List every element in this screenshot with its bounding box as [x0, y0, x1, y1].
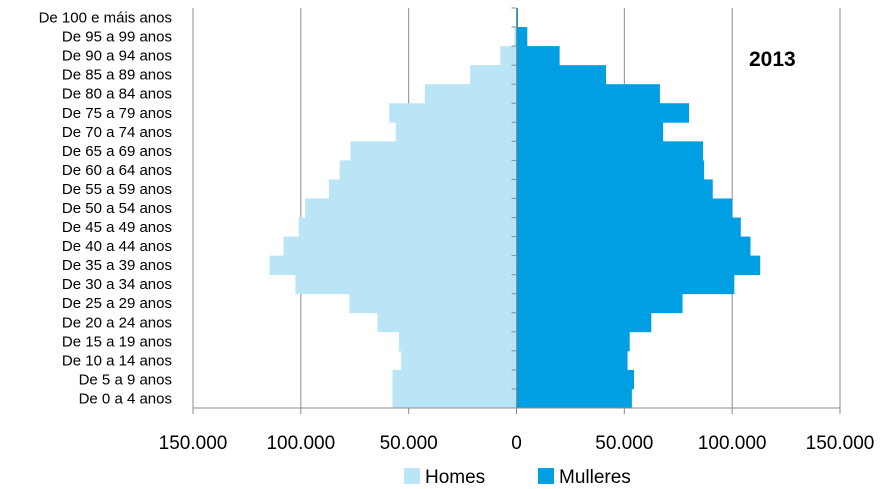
- bar-homes: [377, 312, 517, 333]
- bar-mulleres: [516, 369, 635, 390]
- category-label: De 35 a 39 anos: [62, 257, 172, 274]
- legend-label-mulleres: Mulleres: [559, 467, 631, 488]
- year-annotation: 2013: [749, 48, 796, 71]
- category-label: De 0 a 4 anos: [79, 390, 172, 407]
- bar-mulleres: [516, 312, 652, 333]
- x-tick-label: 100.000: [266, 433, 335, 454]
- bar-mulleres: [516, 103, 690, 123]
- bar-mulleres: [516, 65, 607, 85]
- bar-mulleres: [516, 141, 704, 161]
- category-label: De 65 a 69 anos: [62, 143, 172, 160]
- category-label: De 50 a 54 anos: [62, 200, 172, 217]
- bar-homes: [339, 160, 517, 180]
- bar-mulleres: [516, 255, 761, 276]
- bar-homes: [392, 388, 517, 409]
- x-tick-label: 50.000: [595, 433, 653, 454]
- bar-mulleres: [516, 293, 683, 314]
- bar-mulleres: [516, 84, 660, 104]
- bar-mulleres: [516, 217, 741, 237]
- bar-homes: [514, 27, 517, 47]
- bar-homes: [305, 198, 517, 218]
- bar-mulleres: [516, 8, 519, 28]
- x-tick-label: 50.000: [380, 433, 438, 454]
- category-label: De 80 a 84 anos: [62, 86, 172, 103]
- bar-homes: [392, 369, 517, 390]
- bar-mulleres: [516, 179, 713, 199]
- bar-homes: [398, 331, 517, 352]
- category-label: De 55 a 59 anos: [62, 181, 172, 198]
- category-label: De 40 a 44 anos: [62, 238, 172, 255]
- category-label: De 75 a 79 anos: [62, 105, 172, 122]
- bar-homes: [500, 46, 517, 66]
- bar-homes: [283, 236, 517, 257]
- bar-mulleres: [516, 274, 735, 295]
- bar-homes: [424, 84, 517, 104]
- bar-homes: [269, 255, 517, 276]
- bar-mulleres: [516, 27, 528, 47]
- bar-homes: [401, 350, 517, 371]
- category-label: De 25 a 29 anos: [62, 295, 172, 312]
- bar-mulleres: [516, 388, 632, 409]
- category-label: De 95 a 99 anos: [62, 29, 172, 46]
- bar-homes: [395, 122, 517, 142]
- category-label: De 15 a 19 anos: [62, 333, 172, 350]
- bar-mulleres: [516, 122, 664, 142]
- legend-label-homes: Homes: [425, 467, 485, 488]
- legend-swatch-mulleres: [538, 468, 554, 484]
- bar-mulleres: [516, 198, 733, 218]
- bar-homes: [350, 141, 517, 161]
- category-label: De 10 a 14 anos: [62, 352, 172, 369]
- x-tick-label: 150.000: [159, 433, 228, 454]
- category-label: De 5 a 9 anos: [79, 371, 172, 388]
- legend-swatch-homes: [404, 468, 420, 484]
- category-label: De 60 a 64 anos: [62, 162, 172, 179]
- x-tick-label: 0: [511, 433, 522, 454]
- bar-mulleres: [516, 350, 628, 371]
- category-label: De 85 a 89 anos: [62, 67, 172, 84]
- category-label: De 20 a 24 anos: [62, 314, 172, 331]
- category-label: De 45 a 49 anos: [62, 219, 172, 236]
- category-label: De 30 a 34 anos: [62, 276, 172, 293]
- category-label: De 100 e máis anos: [39, 10, 172, 27]
- category-label: De 70 a 74 anos: [62, 124, 172, 141]
- bar-homes: [470, 65, 517, 85]
- x-tick-label: 150.000: [806, 433, 875, 454]
- bar-homes: [349, 293, 517, 314]
- bar-mulleres: [516, 236, 751, 257]
- bar-mulleres: [516, 331, 630, 352]
- bar-homes: [328, 179, 517, 199]
- category-label: De 90 a 94 anos: [62, 48, 172, 65]
- x-tick-label: 100.000: [698, 433, 767, 454]
- bar-homes: [389, 103, 517, 123]
- bar-mulleres: [516, 160, 705, 180]
- bar-homes: [295, 274, 517, 295]
- bar-homes: [298, 217, 517, 237]
- bar-mulleres: [516, 46, 560, 66]
